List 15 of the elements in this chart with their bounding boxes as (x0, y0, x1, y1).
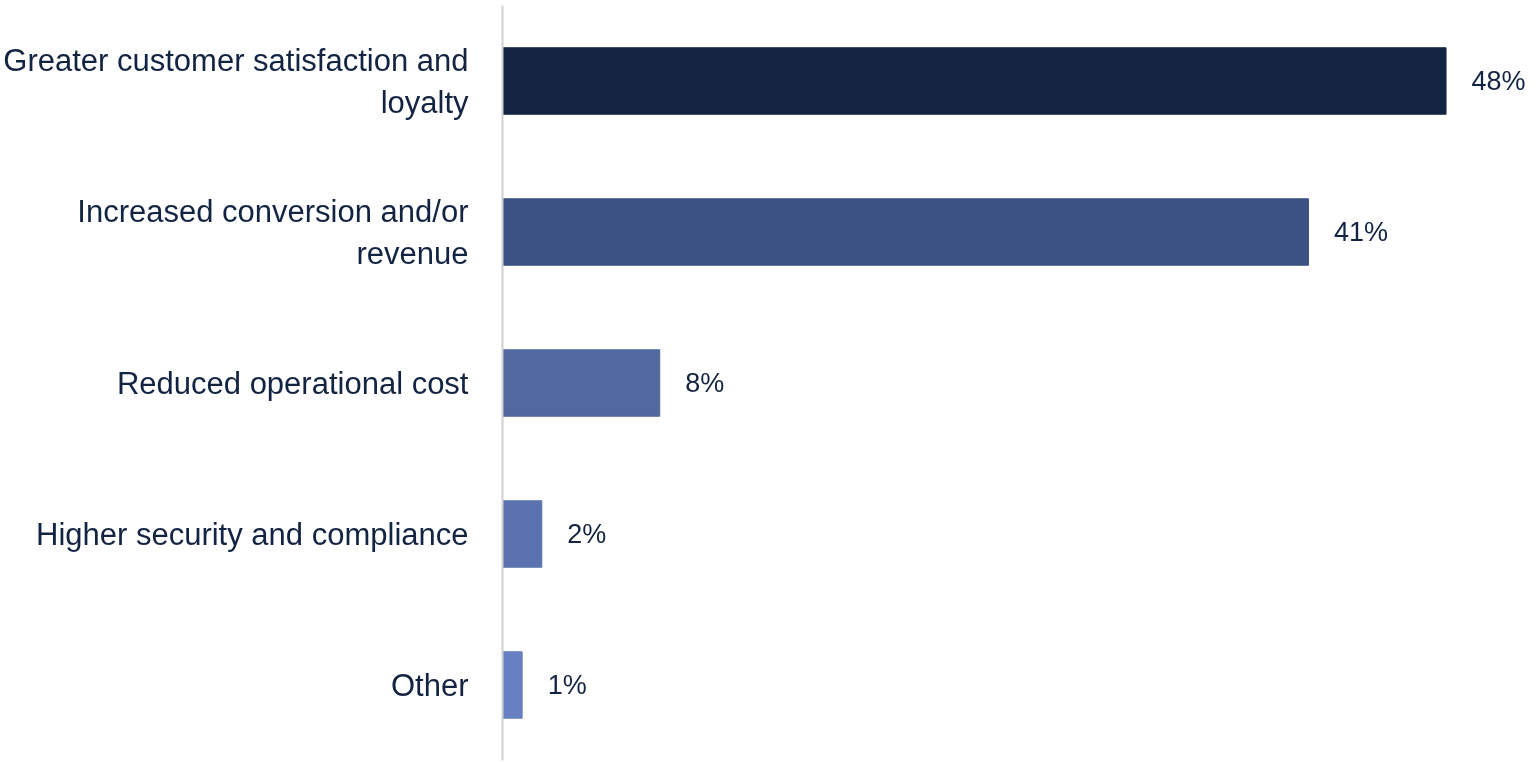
y-tick-label: Greater customer satisfaction and loyalty (3, 42, 469, 120)
bar (502, 651, 523, 719)
data-label: 2% (567, 519, 607, 549)
y-tick-label: Higher security and compliance (36, 516, 469, 552)
bar (502, 500, 543, 568)
data-label: 41% (1333, 217, 1388, 247)
bar (502, 349, 661, 417)
y-tick-label: Increased conversion and/or revenue (77, 193, 469, 271)
y-tick-label: Reduced operational cost (116, 365, 469, 401)
y-tick-label: Other (390, 667, 469, 703)
data-label: 8% (685, 368, 725, 398)
data-label: 1% (547, 670, 587, 700)
bar (502, 198, 1309, 266)
data-label: 48% (1471, 66, 1526, 96)
bar (502, 47, 1447, 115)
